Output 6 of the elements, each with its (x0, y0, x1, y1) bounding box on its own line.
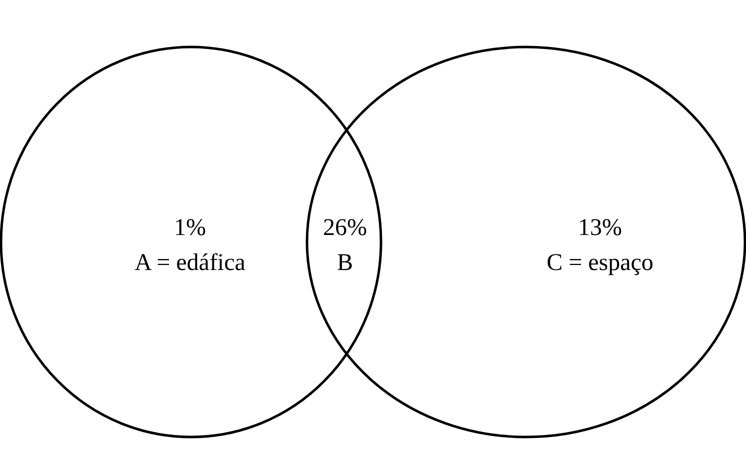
data-label: 26% (323, 215, 367, 241)
data-label: 1% (174, 215, 206, 241)
category-label: B (336, 250, 354, 276)
data-label: 13% (578, 215, 622, 241)
category-label: A = edáfica (134, 250, 246, 276)
category-label: C = espaço (546, 250, 654, 276)
